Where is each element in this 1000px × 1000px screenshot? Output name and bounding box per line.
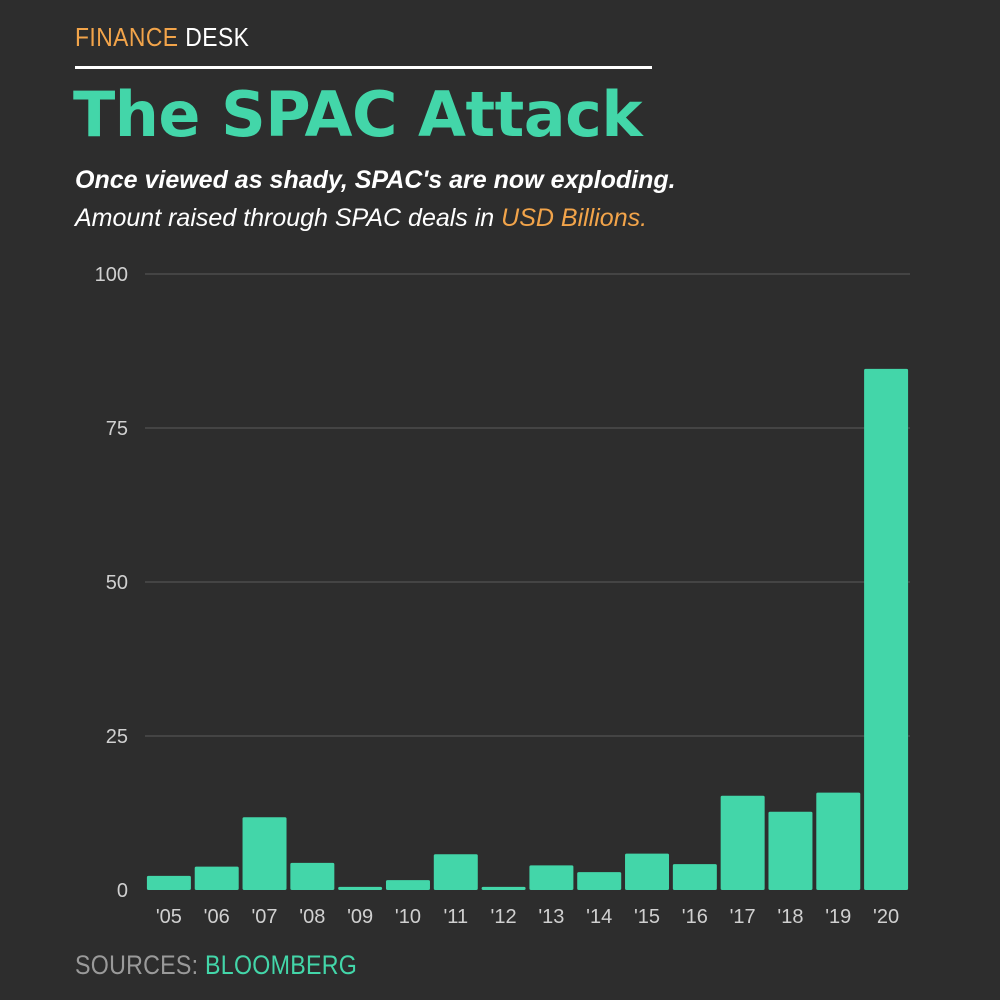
bar: [481, 886, 526, 890]
x-tick-label: '08: [299, 906, 325, 928]
x-tick-label: '07: [251, 906, 277, 928]
x-tick-label: '18: [777, 906, 803, 928]
brand-label: FINANCE DESK: [75, 22, 249, 53]
subtitle: Amount raised through SPAC deals in USD …: [75, 204, 647, 233]
y-tick-label: 50: [106, 572, 128, 594]
x-tick-label: '13: [538, 906, 564, 928]
subtitle-prefix: Amount raised through SPAC deals in: [75, 204, 502, 232]
header-divider: [75, 66, 652, 69]
subtitle-bold: Once viewed as shady, SPAC's are now exp…: [75, 166, 676, 194]
source-label: SOURCES:: [75, 950, 206, 980]
x-tick-label: '11: [443, 906, 468, 928]
x-tick-label: '20: [873, 906, 899, 928]
x-tick-label: '05: [156, 906, 182, 928]
y-tick-label: 75: [106, 418, 128, 440]
y-tick-label: 0: [117, 880, 128, 902]
x-tick-label: '12: [491, 906, 517, 928]
x-tick-label: '09: [347, 906, 373, 928]
x-tick-label: '16: [682, 906, 708, 928]
bar: [194, 866, 239, 890]
y-tick-label: 100: [95, 264, 128, 286]
x-tick-label: '17: [730, 906, 756, 928]
bar: [242, 817, 287, 890]
bar: [385, 880, 430, 890]
bar: [625, 853, 670, 890]
bar: [672, 864, 717, 890]
bar: [864, 368, 909, 890]
x-tick-label: '14: [586, 906, 612, 928]
x-tick-label: '06: [204, 906, 230, 928]
bar: [720, 795, 765, 890]
x-tick-label: '10: [395, 906, 421, 928]
source-line: SOURCES: BLOOMBERG: [75, 950, 357, 981]
brand-desk: DESK: [178, 22, 250, 52]
bar: [338, 886, 383, 890]
y-tick-label: 25: [106, 726, 128, 748]
subtitle-unit: USD Billions.: [501, 204, 648, 232]
x-tick-label: '19: [825, 906, 851, 928]
bar: [768, 811, 813, 890]
bar: [433, 854, 478, 890]
bar: [290, 862, 335, 890]
bar: [529, 865, 574, 890]
bar: [577, 872, 622, 890]
bar: [816, 792, 861, 890]
page-title: The SPAC Attack: [73, 78, 643, 151]
source-name: BLOOMBERG: [205, 950, 358, 980]
x-tick-label: '15: [634, 906, 660, 928]
bar: [146, 875, 191, 890]
brand-finance: FINANCE: [75, 22, 179, 52]
